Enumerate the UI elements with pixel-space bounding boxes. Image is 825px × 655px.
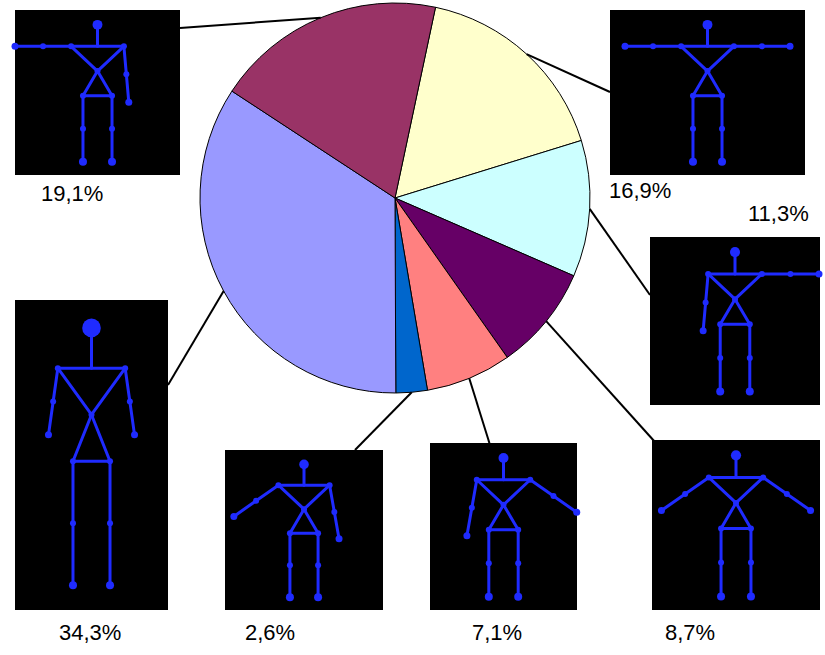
svg-text:2,6%: 2,6% bbox=[245, 620, 295, 645]
svg-text:7,1%: 7,1% bbox=[472, 620, 522, 645]
svg-text:16,9%: 16,9% bbox=[609, 178, 671, 203]
svg-text:19,1%: 19,1% bbox=[41, 181, 103, 206]
svg-text:11,3%: 11,3% bbox=[748, 201, 809, 226]
svg-text:8,7%: 8,7% bbox=[665, 620, 715, 645]
svg-text:34,3%: 34,3% bbox=[59, 620, 121, 645]
